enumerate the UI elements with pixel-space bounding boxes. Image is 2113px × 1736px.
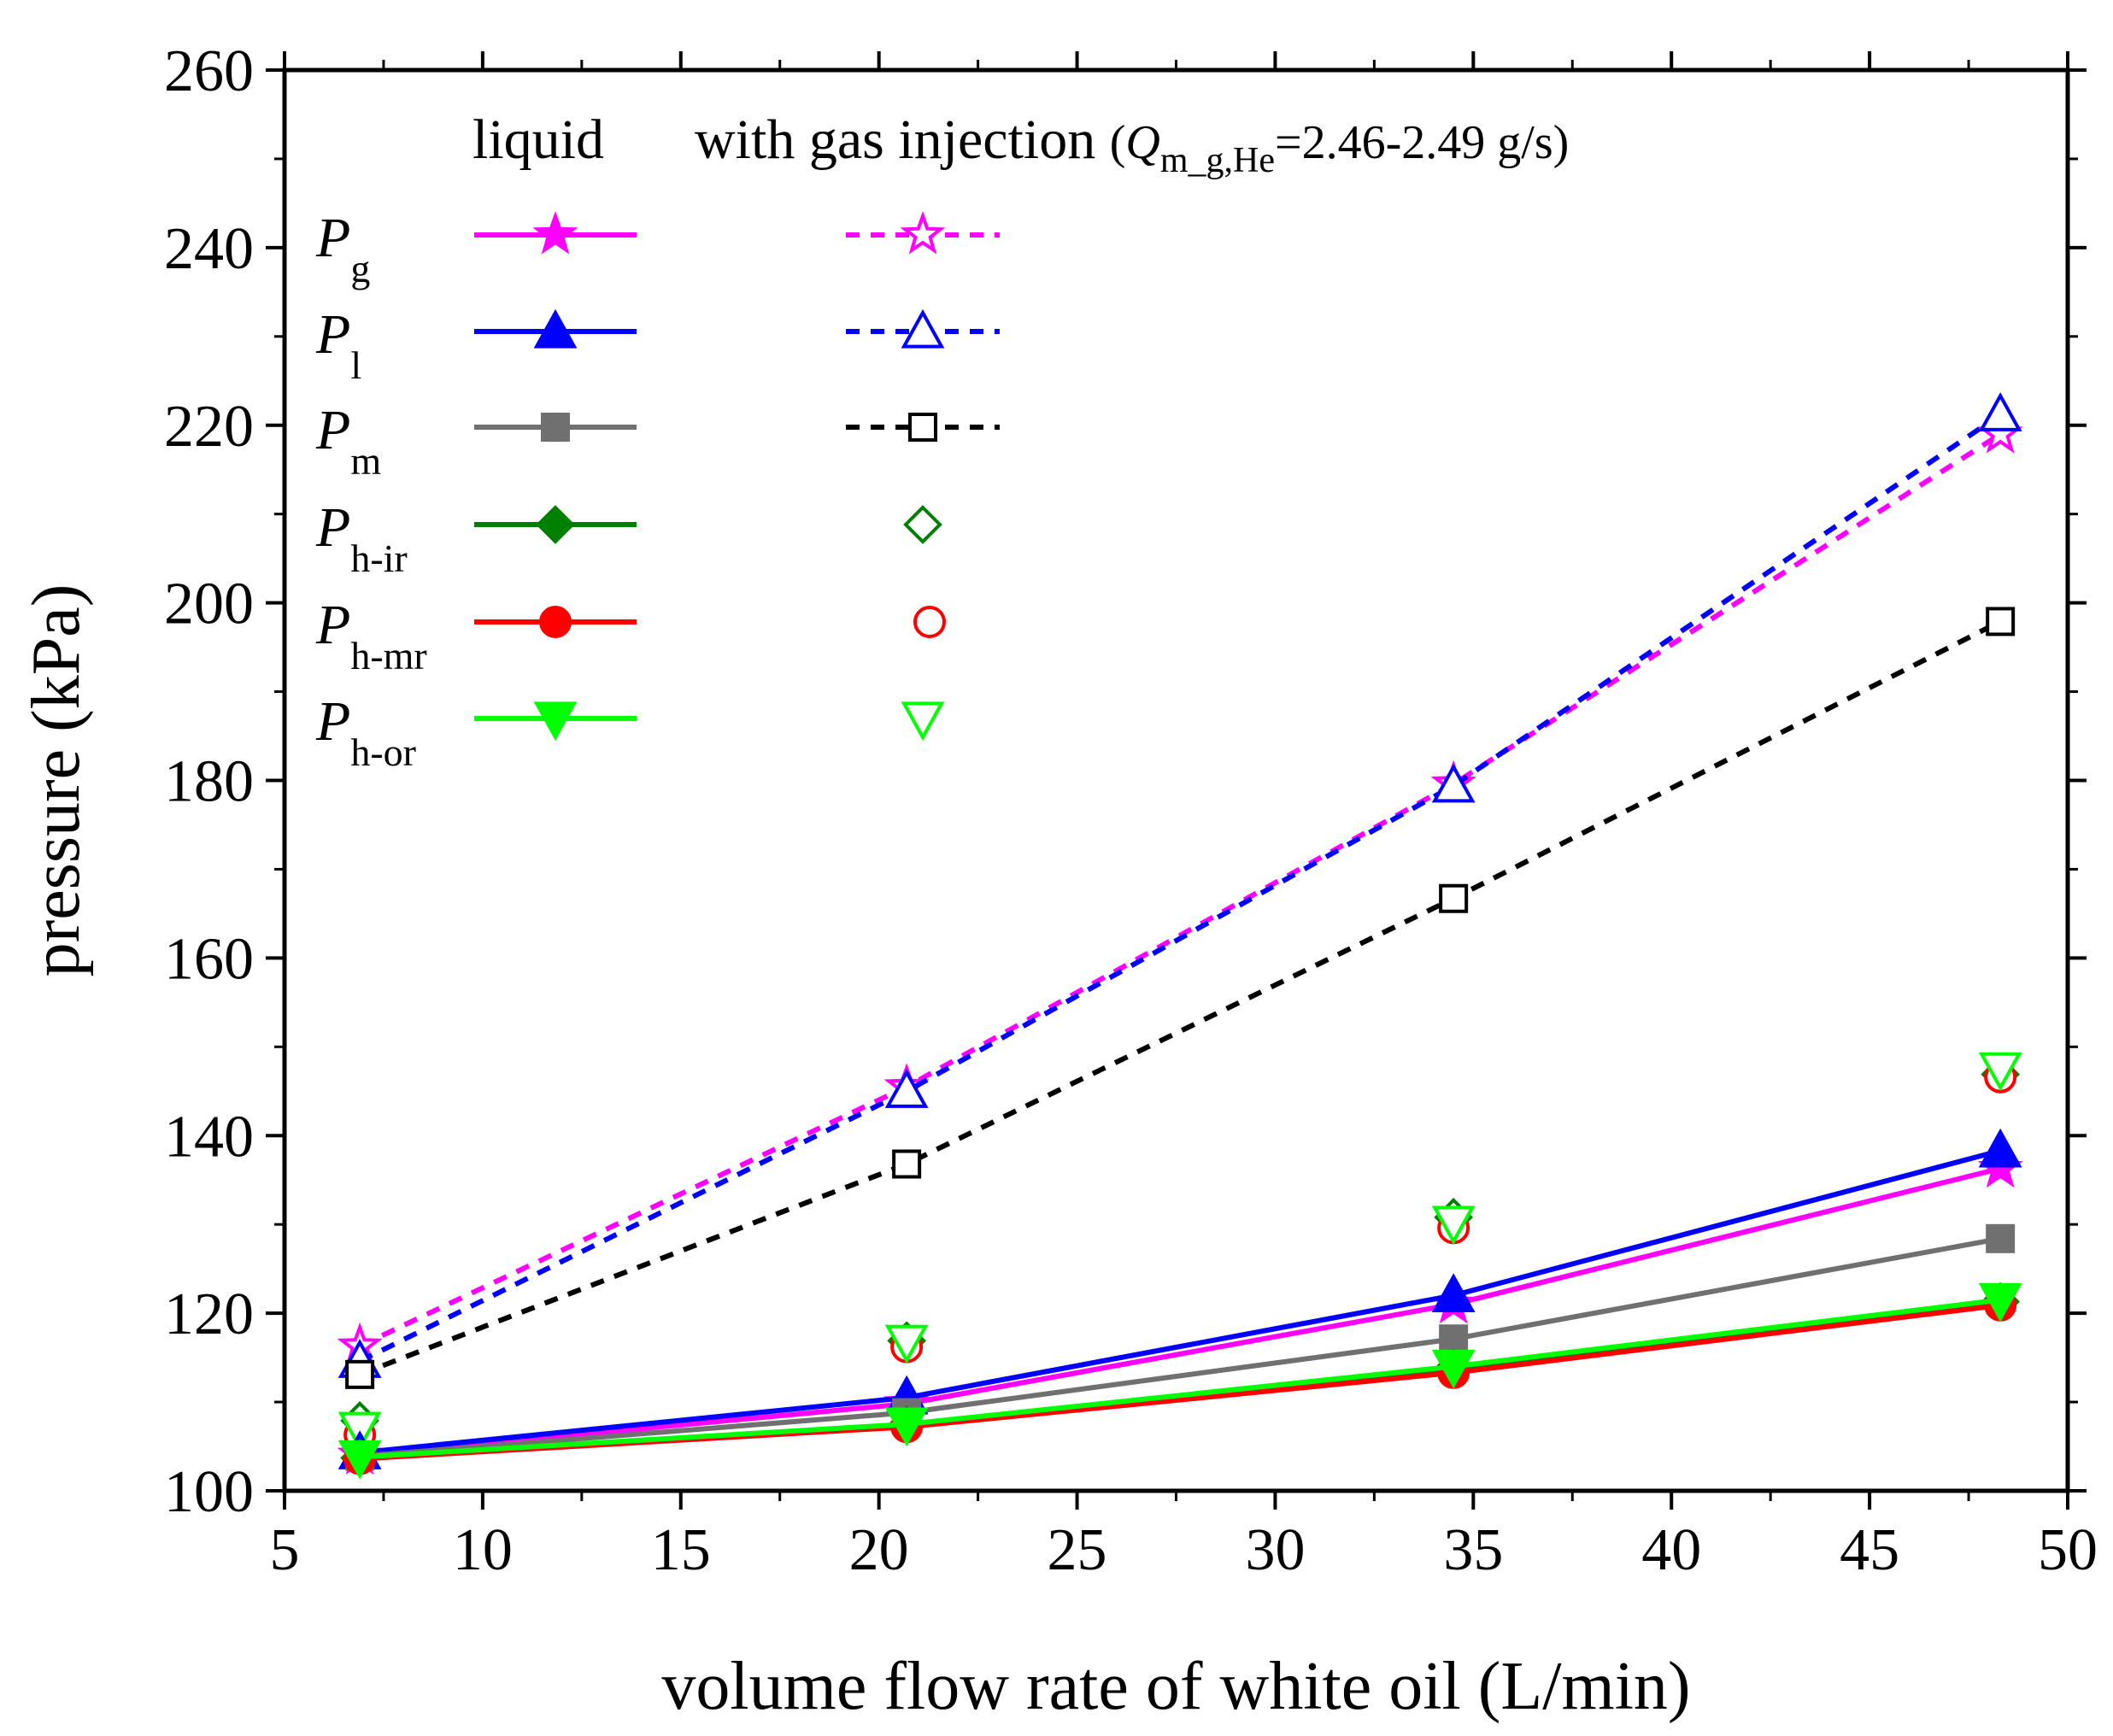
legend-label-name-Phmr_liq: P [315,594,350,656]
legend-gas-note-open: ( [1110,116,1126,169]
data-point-Phor_gas-3 [1978,1052,2022,1092]
x-tick-label: 15 [651,1517,711,1583]
series-line-Pl_gas [358,412,2002,1364]
x-tick-label: 35 [1443,1517,1503,1583]
y-tick-label: 200 [164,572,254,637]
data-point-Phor_gas-1 [884,1324,929,1364]
legend-label-sub-Phor_liq: h-or [350,730,416,774]
legend-label-sub-Phmr_liq: h-mr [350,634,426,677]
legend-gas-note-rest: =2.46-2.49 g/s) [1275,116,1569,169]
data-point-Pl_gas-3 [1978,392,2022,431]
series-Phor_gas [337,1052,2022,1452]
legend-marker-Pg_gas [900,211,946,255]
legend-header-liquid: liquid [472,108,604,171]
legend-marker-Pl_liq [533,308,578,349]
data-point-Pl_gas-1 [884,1069,929,1108]
data-point-Phor_liq-3 [1978,1282,2022,1323]
legend-gas-note-sub: m_g,He [1160,141,1275,180]
legend-marker-Phor_gas [901,701,945,742]
y-tick-label: 240 [164,216,254,282]
x-tick-label: 40 [1641,1517,1701,1583]
series-line-Pg_gas [358,431,2002,1349]
data-point-Phor_liq-2 [1431,1349,1476,1389]
legend-marker-Phmr_liq [539,606,572,638]
x-tick-label: 20 [849,1517,909,1583]
x-tick-label: 25 [1048,1517,1107,1583]
legend-label-Phor_liq: Ph-or [315,690,416,774]
legend-label-name-Pg_liq: P [315,207,350,269]
legend-label-sub-Pl_liq: l [350,343,361,387]
legend-label-name-Phor_liq: P [315,690,350,753]
legend-header-gas: with gas injection (Qm_g,He=2.46-2.49 g/… [695,108,1569,180]
legend-label-Pm_liq: Pm [315,399,381,483]
y-tick-label: 180 [164,749,254,815]
series-line-Pg_liq [359,1165,2001,1458]
x-axis-title: volume flow rate of white oil (L/min) [661,1649,1690,1724]
legend-label-sub-Pg_liq: g [350,247,370,290]
legend-label-name-Phir_liq: P [315,496,350,559]
y-tick-label: 220 [164,394,254,460]
legend-header-gas-label: with gas injection [695,108,1110,171]
data-point-Pl_liq-2 [1431,1273,1476,1312]
legend-label-sub-Pm_liq: m [350,439,381,483]
x-tick-label: 30 [1245,1517,1305,1583]
legend-label-name-Pl_liq: P [315,303,350,366]
y-tick-label: 140 [164,1104,254,1170]
series-Pl_gas [337,392,2022,1378]
legend-marker-Phor_liq [533,701,578,742]
y-tick-label: 160 [164,926,254,992]
y-tick-label: 120 [164,1281,254,1347]
legend-marker-Pm_liq [541,413,570,442]
legend-label-Pl_liq: Pl [315,303,361,387]
data-point-Phor_liq-0 [337,1440,382,1480]
x-tick-label: 5 [270,1517,300,1583]
data-point-Pl_liq-3 [1978,1128,2022,1168]
legend-marker-Phmr_gas [913,606,946,638]
data-point-Phor_gas-2 [1431,1205,1476,1246]
series-Pm_gas [345,607,2016,1389]
legend-gas-note-q: Q [1125,116,1159,169]
y-axis-title: pressure (kPa) [19,584,94,977]
x-tick-label: 10 [453,1517,513,1583]
x-tick-label: 50 [2038,1517,2098,1583]
data-point-Pm_gas-0 [345,1359,375,1389]
series-line-Pm_gas [359,619,2002,1377]
data-point-Pm_liq-3 [1986,1223,2016,1253]
y-tick-label: 260 [164,38,254,104]
legend-marker-Phir_gas [903,505,942,544]
legend-marker-Pg_liq [532,211,578,255]
legend-label-Phmr_liq: Ph-mr [315,594,427,677]
legend-label-sub-Phir_liq: h-ir [350,537,407,580]
series-line-Phor_liq [359,1297,2001,1460]
series-line-Pm_liq [359,1235,2001,1459]
series-layer [337,392,2023,1480]
legend-label-Phir_liq: Ph-ir [315,496,408,580]
data-point-Pm_gas-1 [892,1149,922,1179]
axes-layer: 5 10 15 20 25 30 35 40 45 50 100 120 140 160 180 200 220… [19,38,2098,1724]
data-point-Pm_gas-3 [1986,607,2016,636]
data-point-Pl_gas-2 [1431,763,1476,803]
legend-marker-Pl_gas [901,308,945,349]
data-point-Phor_liq-1 [884,1407,929,1447]
x-tick-label: 45 [1840,1517,1899,1583]
legend: liquid with gas injection (Qm_g,He=2.46-2… [315,108,1569,774]
series-Phor_liq [337,1282,2022,1480]
data-point-Pm_gas-2 [1439,883,1469,913]
legend-marker-Phir_liq [536,505,575,544]
y-tick-label: 100 [164,1459,254,1525]
series-line-Pl_liq [359,1147,2001,1456]
legend-label-name-Pm_liq: P [315,399,350,461]
data-point-Pm_liq-2 [1439,1324,1469,1354]
legend-label-Pg_liq: Pg [315,207,370,290]
legend-marker-Pm_gas [908,413,937,442]
